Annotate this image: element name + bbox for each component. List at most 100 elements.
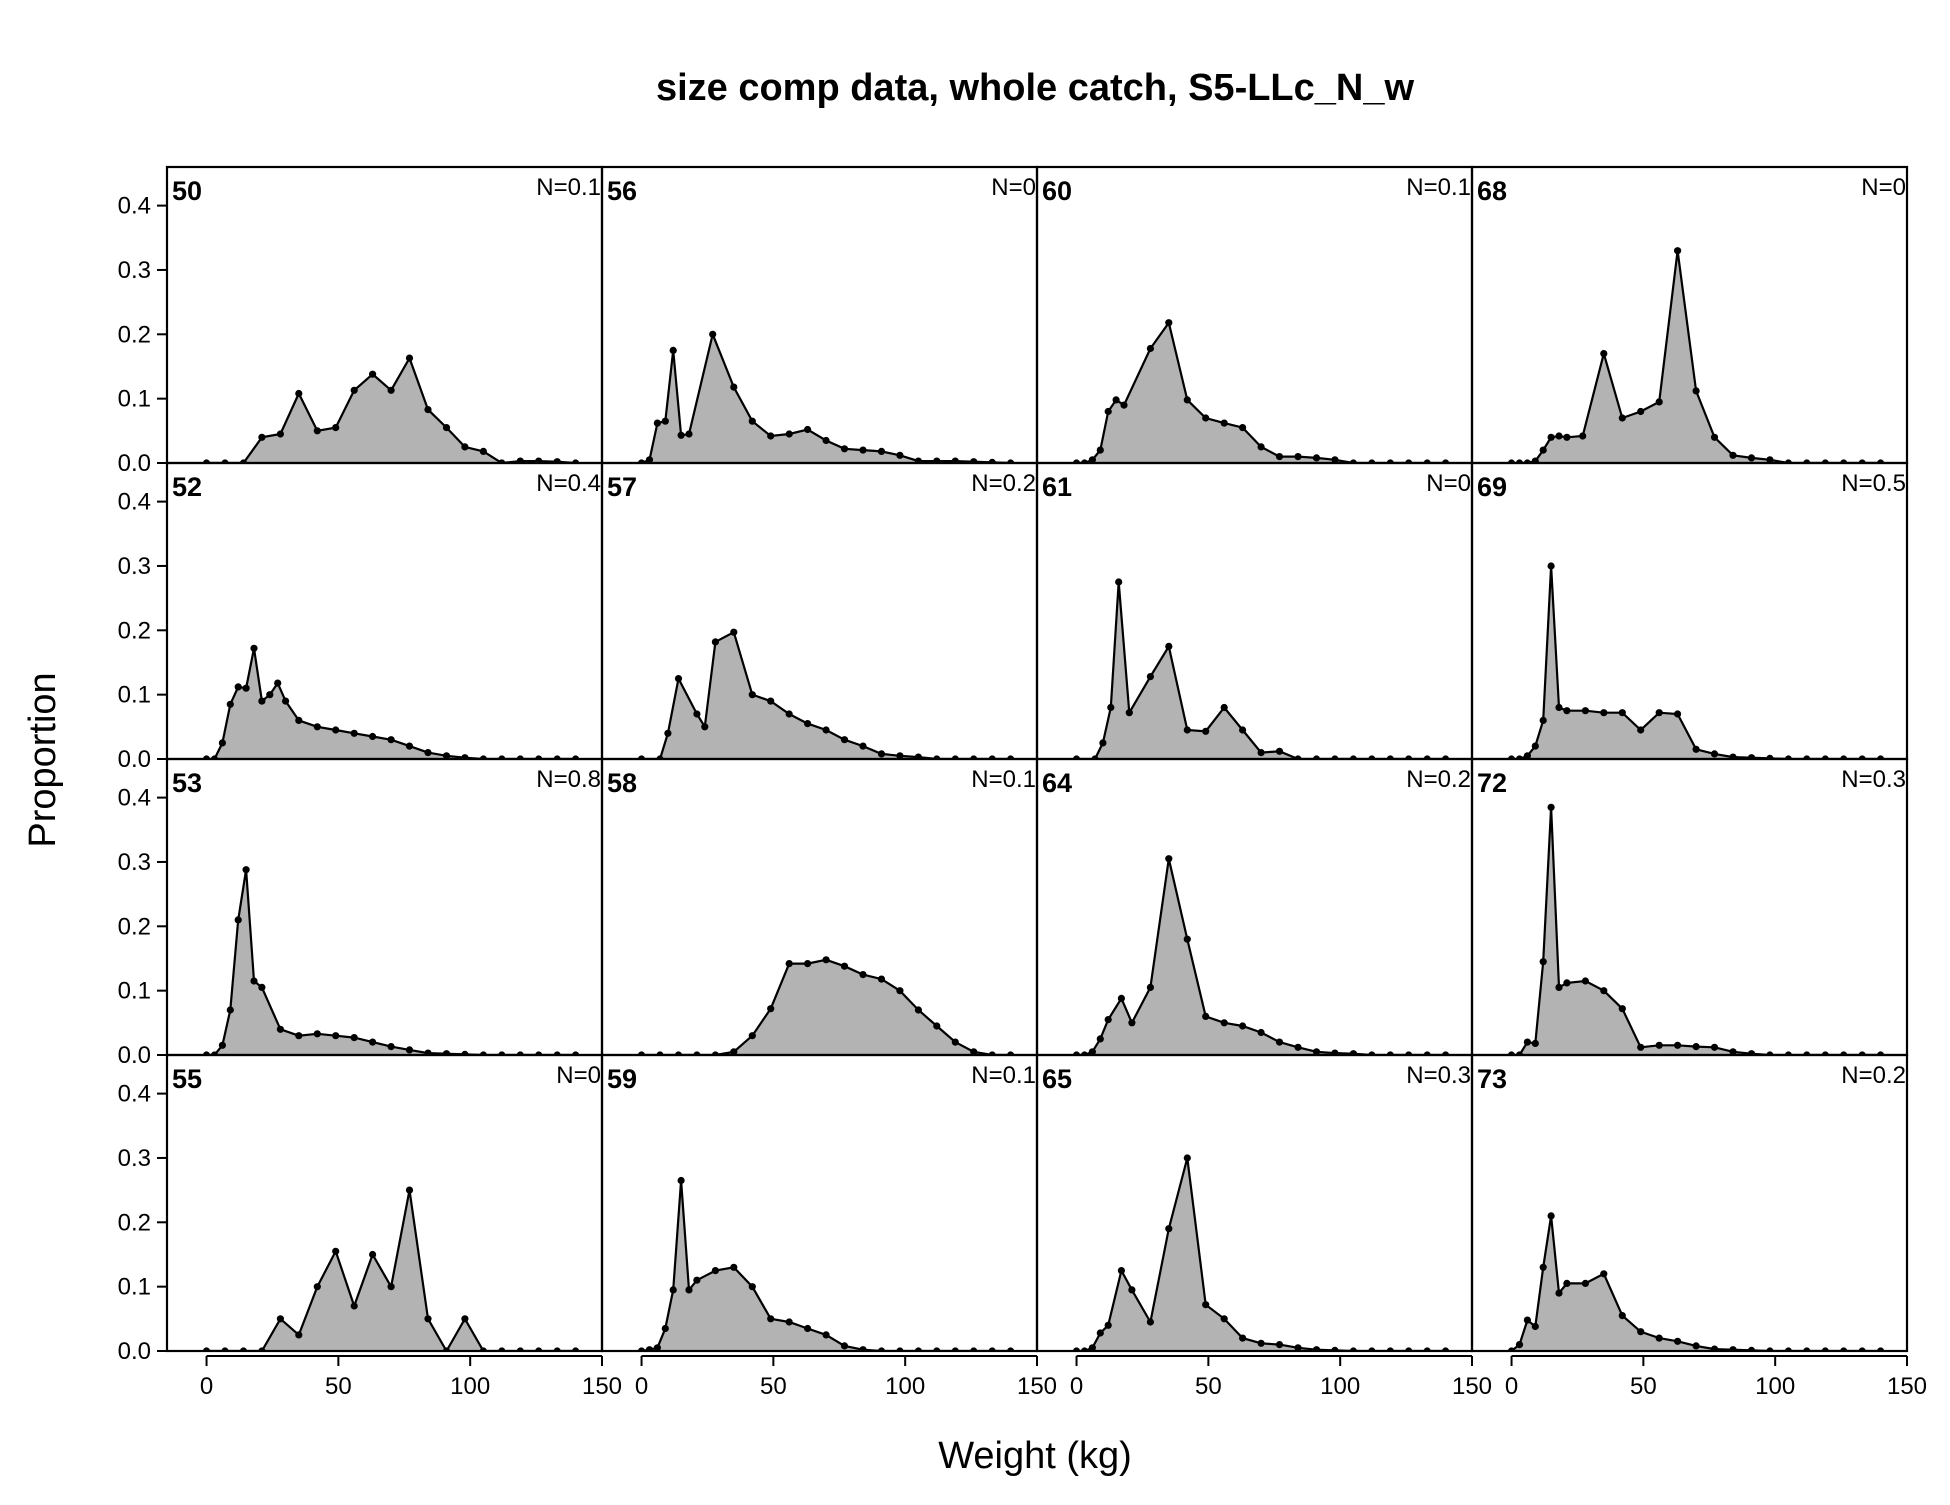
panel-52: 52 N=0.4 [165,461,604,761]
x-axis: 0 50 100 150 [1505,1355,1927,1400]
panel-plot-area [202,1186,580,1351]
data-point [1539,716,1547,725]
y-tick-label: 0.1 [118,1274,151,1301]
data-point [767,432,775,440]
data-point [442,1050,451,1055]
data-point [1294,1344,1302,1351]
data-point [1183,935,1191,943]
panel-label: 65 [1042,1064,1072,1094]
sample-size-label: N=0.2 [1841,1062,1906,1089]
data-point [1692,387,1700,395]
data-point [313,427,321,435]
panel-56: 56 N=0 [600,165,1039,465]
sample-size-label: N=0 [1426,470,1471,497]
panel-label: 64 [1042,768,1072,798]
data-point [1655,398,1663,406]
area-fill [206,1190,576,1351]
data-point [914,753,922,759]
data-point [661,417,669,425]
x-axis: 0 50 100 150 [635,1355,1057,1400]
data-point [332,726,340,734]
y-tick-label: 0.3 [118,553,151,580]
panel-border [1035,1053,1474,1353]
x-tick-label: 50 [1195,1373,1222,1400]
data-point [859,446,867,454]
x-axis: 0 50 100 150 [1070,1355,1492,1400]
data-point [369,1038,377,1046]
data-point [914,1006,923,1014]
data-point [276,1025,284,1033]
data-point [295,389,303,398]
data-point [234,916,242,924]
y-axes: 0.00.10.20.30.40.00.10.20.30.40.00.10.20… [118,193,168,1365]
data-point [914,457,922,463]
data-point [1547,1212,1555,1220]
data-point [274,679,282,687]
data-point [1165,319,1173,327]
y-axis: 0.0 0.1 0.2 0.3 0.4 [118,1081,168,1365]
data-point [1539,958,1547,966]
data-point [822,726,830,734]
data-point [405,742,414,750]
sample-size-label: N=0.1 [1406,174,1471,201]
y-tick-label: 0.4 [118,785,151,812]
data-point [313,1283,321,1291]
data-point [1637,1043,1645,1051]
x-tick-label: 0 [635,1373,648,1400]
data-point [933,1022,941,1030]
data-point [677,1176,685,1185]
data-point [1655,709,1663,717]
sample-size-label: N=0.5 [1841,470,1906,497]
data-point [1600,987,1608,995]
data-point [1618,414,1626,422]
data-point [1183,1154,1191,1162]
data-point [1692,1342,1700,1350]
data-point [1275,453,1284,461]
x-axes: 0 50 100 150 0 50 100 150 0 50 100 150 0 50 100 150 [200,1355,1927,1400]
data-point [1710,750,1719,758]
panel-plot-area [637,330,1015,463]
panel-plot-area [1507,247,1885,463]
data-point [1117,994,1125,1003]
y-axis: 0.0 0.1 0.2 0.3 0.4 [118,193,168,477]
data-point [1115,578,1123,586]
data-point [970,1048,978,1055]
data-point [1220,703,1228,712]
data-point [711,1267,720,1275]
data-point [1128,1019,1136,1027]
data-point [785,710,793,718]
x-tick-label: 150 [1017,1373,1057,1400]
data-point [250,644,258,652]
data-point [896,451,904,459]
data-point [1096,446,1104,454]
data-point [516,457,524,463]
data-point [748,417,756,425]
area-fill [1076,582,1446,759]
data-point [951,457,959,463]
panel-plot-area [1072,578,1450,759]
data-point [1239,1022,1247,1030]
data-point [685,1286,693,1294]
data-point [369,1250,377,1259]
area-fill [641,959,1011,1055]
panel-border [1035,165,1474,465]
panel-border [600,1053,1039,1353]
data-point [424,749,432,757]
data-point [295,1331,303,1339]
data-point [1220,419,1228,427]
panel-plot-area [637,956,1015,1055]
data-point [1747,754,1756,759]
panel-label: 68 [1477,176,1507,206]
panel-plot-area [1507,1212,1885,1351]
data-point [785,430,793,438]
data-point [1555,432,1563,440]
data-point [896,752,904,759]
panel-label: 60 [1042,176,1072,206]
panel-60: 60 N=0.1 [1035,165,1474,465]
panel-border [1035,757,1474,1057]
data-point [250,977,258,985]
data-point [970,458,978,463]
panel-border [600,461,1039,761]
y-tick-label: 0.1 [118,978,151,1005]
data-point [804,425,812,434]
